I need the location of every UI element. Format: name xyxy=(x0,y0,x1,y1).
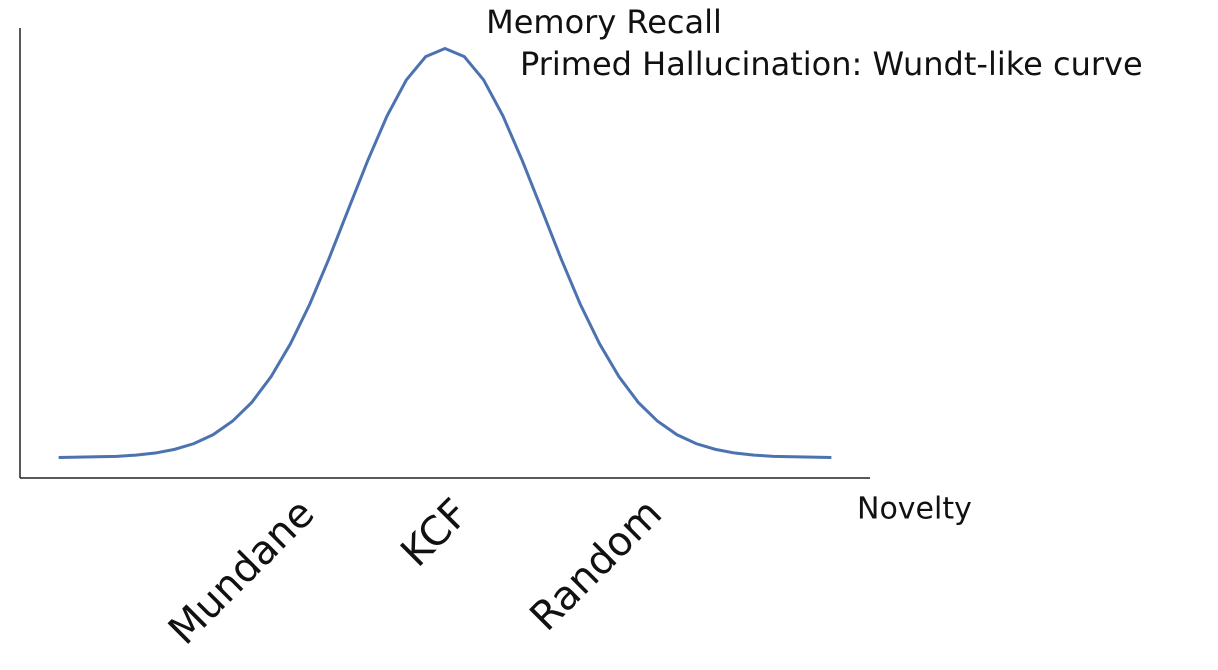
curve xyxy=(58,46,832,460)
x-axis-label: Novelty xyxy=(857,492,972,527)
x-tick-label: Mundane xyxy=(160,490,323,653)
y-axis-label: Memory Recall xyxy=(486,3,722,41)
x-tick-label: KCF xyxy=(392,490,478,576)
x-tick-label: Random xyxy=(521,490,671,640)
chart-title: Primed Hallucination: Wundt-like curve xyxy=(520,45,1143,83)
